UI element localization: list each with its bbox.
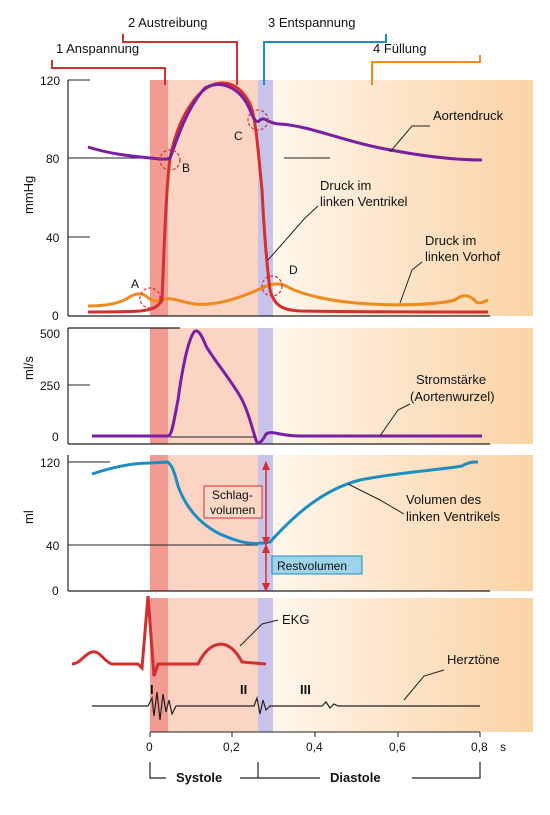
label-atrium-l2: linken Vorhof	[425, 249, 501, 264]
phase-1-bracket	[51, 60, 166, 85]
phase-filling-panel4	[273, 598, 533, 732]
diastole-bracket-right	[412, 762, 481, 779]
time-tick-0-6: 0,6	[389, 740, 406, 754]
arrow-head	[262, 461, 270, 470]
rest-volume-label: Restvolumen	[277, 559, 347, 573]
tick-80-pressure: 80	[46, 152, 60, 166]
phase-contraction-panel2	[150, 328, 168, 444]
pressure-panel: mmHg 120 80 40 0 A B C D Aortendruck Dru…	[21, 74, 504, 323]
systole-label: Systole	[176, 770, 222, 785]
marker-circle-a	[139, 287, 161, 309]
phase-3-bracket	[263, 34, 387, 85]
marker-circle-b	[159, 149, 181, 171]
volume-panel: ml 120 40 0 Schlag- volumen Restvolumen …	[21, 455, 500, 598]
phase-headers: 2 Austreibung 3 Entspannung 1 Anspannung…	[51, 15, 481, 85]
label-ekg: EKG	[282, 612, 309, 627]
time-tick-0: 0	[146, 740, 153, 754]
label-aortic-pressure: Aortendruck	[433, 108, 504, 123]
time-tick-0-4: 0,4	[306, 740, 323, 754]
marker-b: B	[182, 161, 190, 175]
tick-0-flow: 0	[52, 430, 59, 444]
label-atrium-l1: Druck im	[425, 233, 476, 248]
diastole-label: Diastole	[330, 770, 381, 785]
label-ventricle-l1: Druck im	[320, 178, 371, 193]
phase-1-label: 1 Anspannung	[56, 41, 139, 56]
y-label-flow: ml/s	[21, 356, 36, 380]
label-flow-l1: Stromstärke	[416, 372, 486, 387]
leader-ekg	[239, 619, 279, 647]
aortic-flow-curve	[92, 329, 482, 445]
tick-120-volume: 120	[40, 456, 60, 470]
heart-sound-III: III	[300, 682, 311, 697]
heart-sound-II: II	[240, 682, 247, 697]
ekg-panel: EKG Herztöne I II III	[71, 595, 500, 721]
marker-d: D	[289, 263, 298, 277]
arrow-head	[262, 583, 270, 592]
tick-250-flow: 250	[40, 379, 60, 393]
phase-4-bracket	[371, 55, 481, 85]
phase-ejection-panel3	[168, 455, 258, 591]
phase-filling-panel2	[273, 328, 533, 444]
time-unit: s	[500, 740, 506, 754]
phase-contraction-panel3	[150, 455, 168, 591]
systole-bracket-right	[240, 762, 259, 779]
stroke-volume-l2: volumen	[210, 503, 255, 517]
phase-relaxation-panel2	[258, 328, 273, 444]
stroke-volume-l1: Schlag-	[212, 488, 253, 502]
heart-sounds-trace	[92, 691, 480, 721]
marker-circle-c	[247, 109, 269, 131]
marker-circle-d	[261, 275, 283, 297]
tick-0-volume: 0	[52, 584, 59, 598]
ventricular-volume-curve	[91, 460, 479, 546]
leader-flow	[379, 403, 411, 437]
phase-2-label: 2 Austreibung	[128, 15, 208, 30]
time-axis: 0 0,2 0,4 0,6 0,8 s Systole Diastole	[146, 731, 506, 785]
label-heart-sounds: Herztöne	[447, 652, 500, 667]
leader-aorta	[389, 125, 430, 153]
y-label-volume: ml	[21, 510, 36, 524]
tick-0-pressure: 0	[52, 309, 59, 323]
systole-bracket-left	[149, 762, 166, 779]
tick-120-pressure: 120	[40, 74, 60, 88]
ventricular-pressure-curve	[87, 81, 489, 314]
arrow-head	[262, 544, 270, 553]
phase-ejection-panel1	[168, 80, 258, 316]
marker-c: C	[234, 129, 243, 143]
arrow-head	[262, 537, 270, 546]
atrial-pressure-curve	[87, 282, 489, 308]
leader-atrium	[399, 261, 423, 304]
leader-heart-sounds	[403, 669, 445, 701]
phase-2-bracket	[122, 34, 238, 85]
tick-40-pressure: 40	[46, 231, 60, 245]
heart-sound-I: I	[150, 682, 154, 697]
label-flow-l2: (Aortenwurzel)	[410, 389, 495, 404]
phase-4-label: 4 Füllung	[373, 41, 426, 56]
rest-volume-box	[271, 555, 363, 575]
label-ventricle-l2: linken Ventrikel	[320, 194, 408, 209]
phase-relaxation-panel1	[258, 80, 273, 316]
time-tick-0-8: 0,8	[471, 740, 488, 754]
time-tick-0-2: 0,2	[223, 740, 240, 754]
ekg-curve	[71, 595, 267, 677]
flow-panel: ml/s 500 250 0 Stromstärke (Aortenwurzel…	[21, 327, 495, 445]
phase-ejection-panel2	[168, 328, 258, 444]
label-volume-l2: linken Ventrikels	[406, 509, 500, 524]
leader-volume	[347, 483, 405, 515]
marker-a: A	[131, 277, 139, 291]
aortic-pressure-curve	[87, 83, 483, 162]
tick-40-volume: 40	[46, 539, 60, 553]
phase-filling-panel1	[273, 80, 533, 316]
stroke-volume-box	[203, 485, 263, 519]
tick-500-flow: 500	[40, 327, 60, 341]
y-label-pressure: mmHg	[21, 176, 36, 214]
label-volume-l1: Volumen des	[406, 492, 482, 507]
phase-3-label: 3 Entspannung	[268, 15, 355, 30]
phase-shading	[150, 80, 533, 732]
leader-ventricle	[267, 205, 319, 261]
